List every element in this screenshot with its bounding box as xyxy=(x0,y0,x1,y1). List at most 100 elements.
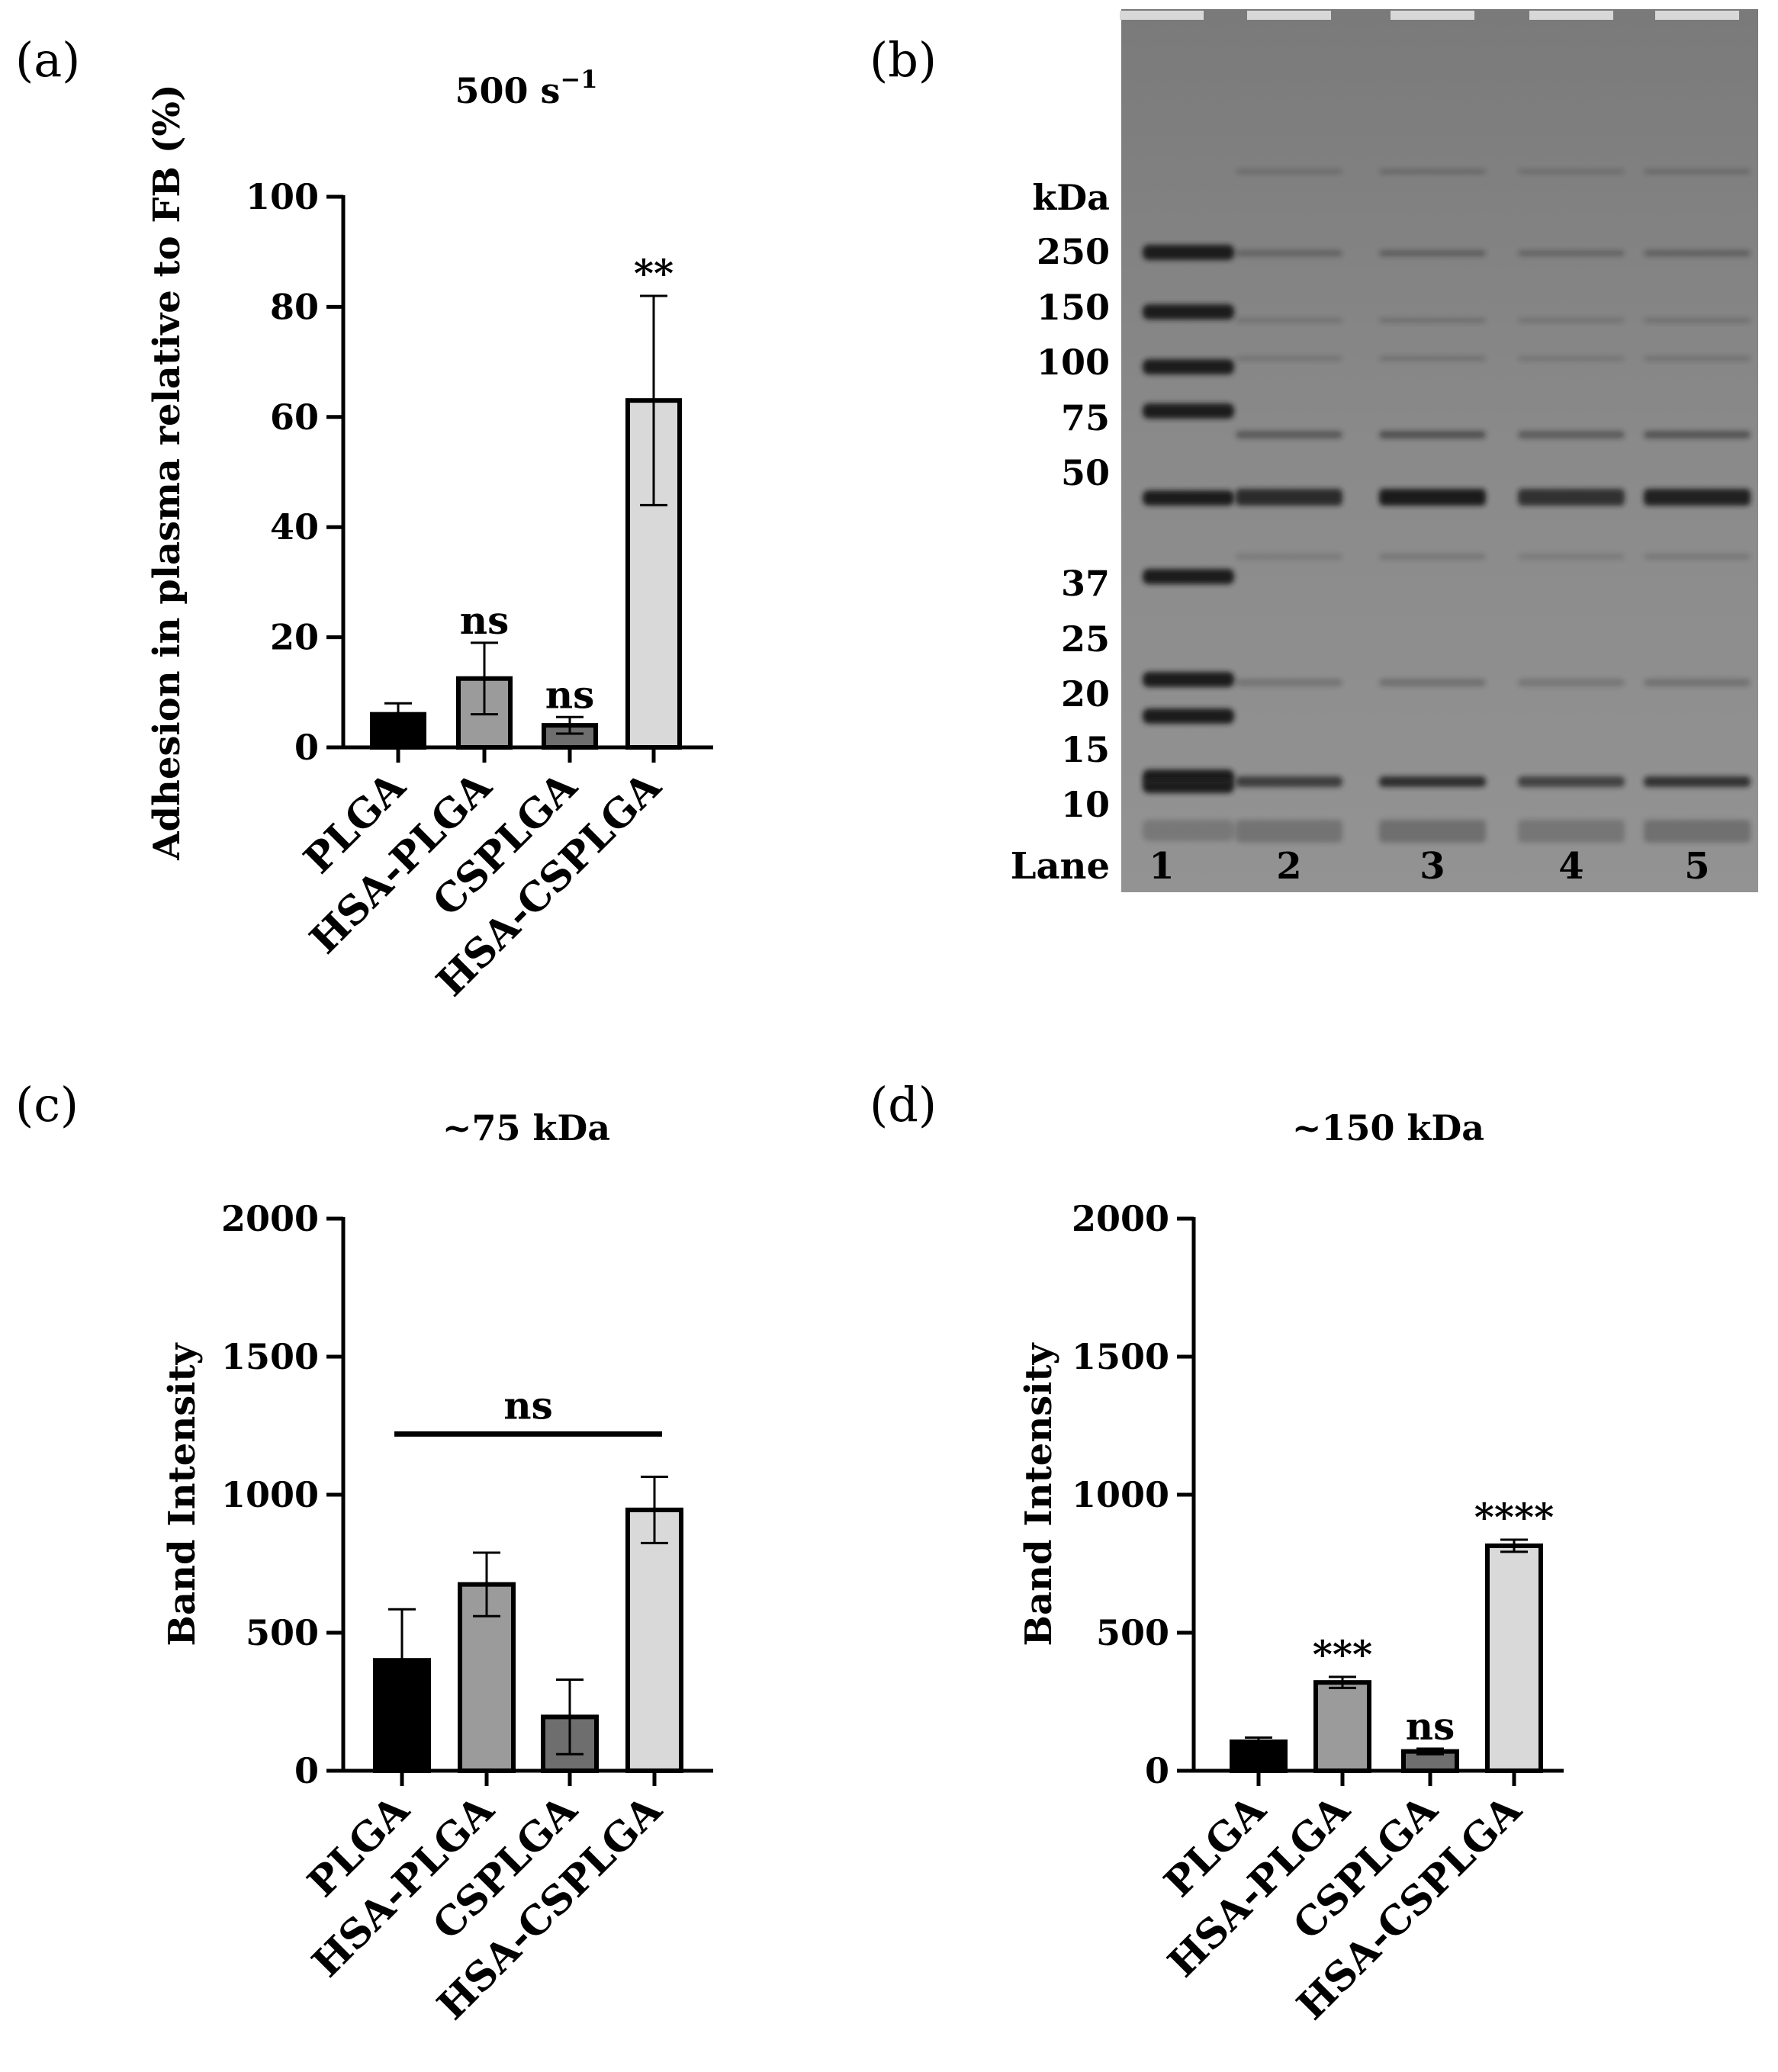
y-tick-label: 0 xyxy=(294,1750,319,1791)
gel-marker-label: 37 xyxy=(1061,563,1110,604)
panel-label: (a) xyxy=(15,32,80,88)
gel-marker-label: 75 xyxy=(1061,397,1110,438)
gel-sample-band xyxy=(1379,776,1486,787)
gel-sample-band xyxy=(1644,820,1751,843)
gel-sample-band xyxy=(1518,554,1625,560)
gel-well xyxy=(1391,11,1474,20)
gel-sample-band xyxy=(1644,554,1751,560)
y-tick-label: 60 xyxy=(270,397,319,438)
gel-sample-band xyxy=(1518,356,1625,361)
gel-sample-band xyxy=(1236,431,1342,438)
gel-sample-band xyxy=(1644,169,1751,174)
gel-lane-number: 5 xyxy=(1684,845,1709,888)
gel-marker-label: 50 xyxy=(1061,452,1110,493)
gel-sample-band xyxy=(1379,250,1486,256)
significance-label: *** xyxy=(1313,1632,1372,1677)
gel-marker-band xyxy=(1143,569,1234,584)
gel-sample-band xyxy=(1644,318,1751,323)
gel-sample-band xyxy=(1518,250,1625,256)
y-tick-label: 80 xyxy=(270,286,319,327)
gel-lane-title: Lane xyxy=(1011,845,1110,888)
gel-lane-number: 3 xyxy=(1420,845,1445,888)
gel-sample-band xyxy=(1518,169,1625,174)
gel-sample-band xyxy=(1379,318,1486,323)
gel-well xyxy=(1247,11,1331,20)
gel-sample-band xyxy=(1379,431,1486,438)
gel-marker-label: 100 xyxy=(1037,342,1110,383)
gel-sample-band xyxy=(1379,169,1486,174)
chart-title-main: ~150 kDa xyxy=(1292,1107,1484,1148)
gel-sample-band xyxy=(1644,250,1751,256)
gel-sample-band xyxy=(1518,318,1625,323)
gel-marker-label: 10 xyxy=(1061,784,1110,825)
gel-well xyxy=(1529,11,1613,20)
y-tick-label: 2000 xyxy=(1072,1198,1169,1239)
panel-label: (d) xyxy=(870,1077,937,1132)
gel-sample-band xyxy=(1379,356,1486,361)
chart-title-main: ~75 kDa xyxy=(442,1107,610,1148)
panel-label: (c) xyxy=(15,1077,79,1132)
chart-title: ~75 kDa xyxy=(442,1107,610,1148)
gel-sample-band xyxy=(1379,554,1486,560)
significance-label: ** xyxy=(634,251,674,296)
gel-background xyxy=(1121,9,1758,892)
gel-marker-label: 15 xyxy=(1061,729,1110,770)
gel-sample-band xyxy=(1518,679,1625,686)
gel-sample-band xyxy=(1236,169,1342,174)
gel-well xyxy=(1655,11,1739,20)
gel-sample-band xyxy=(1236,356,1342,361)
gel-sample-band xyxy=(1644,679,1751,686)
gel-marker-band xyxy=(1143,490,1234,506)
bar xyxy=(1313,1680,1371,1773)
chart-title: ~150 kDa xyxy=(1292,1107,1484,1148)
y-tick-label: 20 xyxy=(270,617,319,658)
gel-lane-number: 4 xyxy=(1558,845,1583,888)
gel-sample-band xyxy=(1518,431,1625,438)
significance-label: ns xyxy=(545,672,595,717)
bracket-label: ns xyxy=(503,1383,553,1428)
gel-well xyxy=(1120,11,1204,20)
significance-label: **** xyxy=(1474,1495,1555,1540)
gel-marker-band xyxy=(1143,672,1234,687)
gel-sample-band xyxy=(1518,776,1625,787)
gel-marker-label: 150 xyxy=(1037,287,1110,328)
y-axis-label: Adhesion in plasma relative to FB (%) xyxy=(146,84,188,861)
y-tick-label: 40 xyxy=(270,506,319,548)
gel-sample-band xyxy=(1518,820,1625,843)
gel-sample-band xyxy=(1644,431,1751,438)
panel-b-gel: (b) kDa 250 150 100 75 50 37 25 20 15 10 Lane 1 2 3 4 5 xyxy=(870,9,1758,892)
bar xyxy=(1485,1543,1543,1773)
gel-sample-band xyxy=(1236,776,1342,787)
gel-marker-band xyxy=(1143,708,1234,724)
panel-label: (b) xyxy=(870,32,937,88)
y-tick-label: 1000 xyxy=(221,1474,319,1515)
significance-label: ns xyxy=(1406,1704,1455,1749)
y-axis-label: Band Intensity xyxy=(161,1341,204,1646)
gel-marker-band xyxy=(1143,779,1234,793)
gel-sample-band xyxy=(1236,554,1342,560)
panel-c-bar-chart: (c) ~75 kDa Band Intensity 0 500 1000 1500 2000… xyxy=(15,1077,713,2029)
panel-a-bar-chart: (a) 500 s−1 Adhesion in plasma relative to… xyxy=(15,32,713,1006)
gel-sample-band xyxy=(1379,489,1486,506)
gel-marker-label: 25 xyxy=(1061,618,1110,660)
y-tick-label: 500 xyxy=(1096,1612,1169,1653)
gel-marker-band xyxy=(1143,359,1234,374)
y-tick-label: 0 xyxy=(1145,1750,1169,1791)
gel-lane-number: 1 xyxy=(1149,845,1174,888)
y-tick-label: 0 xyxy=(294,727,319,768)
gel-sample-band xyxy=(1236,489,1342,506)
gel-marker-band xyxy=(1143,403,1234,419)
bar xyxy=(625,1507,683,1774)
gel-sample-band xyxy=(1379,679,1486,686)
y-axis-label: Band Intensity xyxy=(1018,1341,1060,1646)
gel-sample-band xyxy=(1236,318,1342,323)
y-tick-label: 1500 xyxy=(221,1336,319,1377)
y-tick-label: 1000 xyxy=(1072,1474,1169,1515)
gel-sample-band xyxy=(1644,489,1751,506)
gel-unit-label: kDa xyxy=(1032,177,1110,218)
gel-sample-band xyxy=(1236,679,1342,686)
chart-title: 500 s−1 xyxy=(455,65,597,111)
gel-sample-band xyxy=(1379,820,1486,843)
significance-label: ns xyxy=(460,598,510,643)
